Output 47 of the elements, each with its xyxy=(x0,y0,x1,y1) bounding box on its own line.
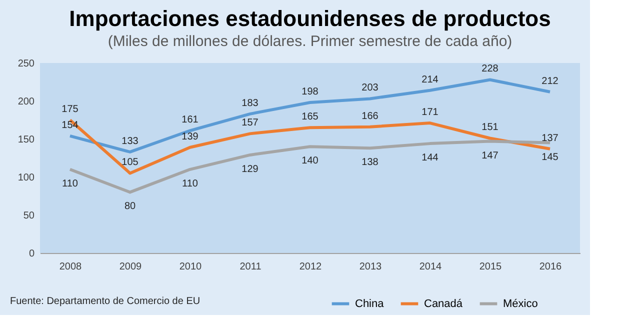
y-tick-label: 200 xyxy=(18,96,35,108)
data-label: 105 xyxy=(122,157,139,168)
chart-subtitle: (Miles de millones de dólares. Primer semestre de cada año) xyxy=(108,33,512,50)
data-label: 212 xyxy=(542,76,559,87)
data-label: 175 xyxy=(62,104,79,115)
data-label: 147 xyxy=(482,150,499,162)
chart-title: Importaciones estadounidenses de productos xyxy=(69,6,551,31)
legend-label: Canadá xyxy=(424,298,464,310)
data-label: 166 xyxy=(362,110,379,122)
data-label: 140 xyxy=(302,156,319,167)
data-label: 203 xyxy=(362,82,379,94)
x-tick-label: 2008 xyxy=(59,262,82,272)
legend-label: China xyxy=(355,298,385,310)
data-label: 80 xyxy=(124,201,136,212)
y-tick-label: 0 xyxy=(28,248,35,260)
data-label: 145 xyxy=(542,152,559,163)
data-label: 139 xyxy=(182,131,199,142)
data-label: 137 xyxy=(542,132,559,144)
data-label: 165 xyxy=(302,112,319,123)
legend-label: México xyxy=(503,298,538,310)
x-tick-label: 2012 xyxy=(299,262,322,272)
data-label: 183 xyxy=(242,98,259,109)
data-label: 198 xyxy=(302,86,319,98)
x-tick-label: 2014 xyxy=(419,262,442,272)
data-label: 133 xyxy=(122,136,139,147)
data-label: 157 xyxy=(242,118,259,129)
data-label: 151 xyxy=(482,122,499,134)
x-tick-label: 2015 xyxy=(479,262,502,272)
source-note: Fuente: Departamento de Comercio de EU xyxy=(10,296,200,307)
y-tick-label: 50 xyxy=(23,210,35,222)
data-label: 171 xyxy=(422,107,439,118)
data-label: 161 xyxy=(182,114,199,126)
x-tick-label: 2010 xyxy=(179,262,202,272)
data-label: 110 xyxy=(62,178,78,190)
data-label: 228 xyxy=(482,64,499,75)
data-label: 214 xyxy=(422,74,439,86)
x-tick-label: 2009 xyxy=(119,262,142,272)
data-label: 144 xyxy=(422,152,439,164)
data-label: 110 xyxy=(182,178,198,190)
data-label: 138 xyxy=(362,157,379,168)
y-tick-label: 150 xyxy=(18,134,35,146)
y-tick-label: 100 xyxy=(18,172,35,184)
y-tick-label: 250 xyxy=(18,58,35,70)
x-tick-label: 2011 xyxy=(240,262,262,272)
x-tick-label: 2016 xyxy=(539,262,562,272)
x-tick-label: 2013 xyxy=(359,262,382,272)
data-label: 129 xyxy=(242,164,259,175)
